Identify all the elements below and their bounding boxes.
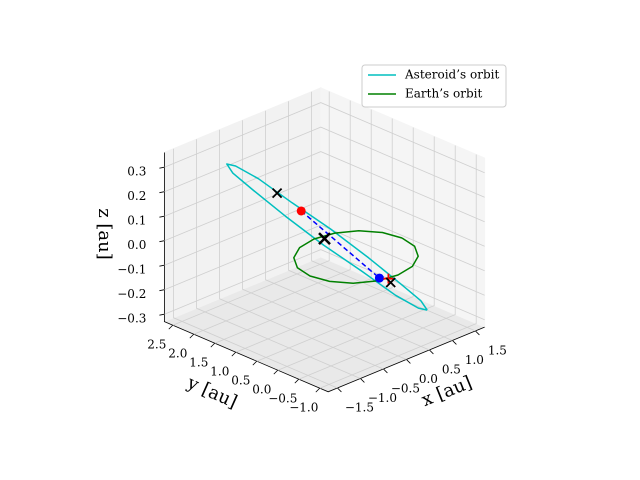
tick-mark	[159, 313, 165, 316]
y-tick-label: 1.5	[189, 356, 208, 370]
grid-line	[319, 154, 477, 389]
z-axis-label: z [au]	[94, 208, 115, 260]
y-tick-label: −0.5	[268, 392, 297, 406]
tick-mark	[452, 340, 457, 345]
orbit-line	[226, 163, 428, 311]
grid-line	[164, 249, 485, 321]
x-tick-label: 0.5	[442, 362, 461, 376]
grid-line	[235, 118, 393, 353]
grid-line	[256, 127, 414, 362]
grid-line	[298, 145, 456, 380]
z-tick-label: 0.2	[127, 189, 146, 203]
tick-mark	[252, 360, 258, 366]
y-tick-label: 0.5	[231, 374, 250, 388]
tick-mark	[189, 333, 195, 339]
orbit-line	[293, 230, 419, 284]
tick-mark	[159, 264, 165, 267]
marker-plus	[383, 273, 394, 284]
marker-cross	[271, 188, 283, 199]
grid-line	[242, 120, 407, 360]
grid-line	[265, 110, 430, 351]
grid-line	[172, 91, 330, 326]
legend-label: Asteroid’s orbit	[404, 68, 499, 82]
tick-mark	[429, 349, 434, 355]
grid-line	[277, 136, 435, 371]
x-tick-label: 0.0	[419, 372, 438, 386]
grid-line	[196, 139, 361, 379]
tick-mark	[315, 387, 321, 393]
x-tick-label: −1.0	[368, 391, 397, 405]
legend-label: Earth’s orbit	[405, 87, 482, 101]
grid-line	[164, 224, 485, 296]
y-tick-label: −1.0	[289, 401, 318, 415]
grid	[164, 91, 485, 389]
z-tick-label: −0.3	[117, 312, 146, 326]
y-tick-label: 2.5	[147, 338, 166, 352]
marker-dot	[296, 206, 306, 216]
tick-mark	[159, 240, 165, 243]
grid-line	[164, 175, 485, 247]
plot-area	[226, 163, 428, 311]
x-tick-label: 1.0	[465, 353, 484, 367]
z-tick-label: 0.0	[127, 238, 146, 252]
grid-line	[164, 200, 485, 272]
tick-mark	[360, 378, 365, 383]
grid-line	[288, 101, 453, 341]
marker-dot	[374, 273, 384, 283]
tick-mark	[337, 387, 342, 393]
y-tick-label: 1.0	[210, 365, 229, 379]
tick-mark	[159, 166, 165, 169]
tick-mark	[159, 215, 165, 218]
dashed-segment	[300, 210, 380, 279]
grid-line	[164, 126, 485, 198]
tick-mark	[210, 342, 216, 348]
tick-mark	[273, 369, 279, 375]
y-tick-label: 2.0	[168, 347, 187, 361]
tick-mark	[159, 191, 165, 194]
z-tick-label: −0.1	[117, 263, 146, 277]
z-tick-label: 0.3	[127, 165, 146, 179]
grid-line	[164, 102, 485, 174]
z-tick-label: 0.1	[127, 214, 146, 228]
x-tick-label: −0.5	[391, 381, 420, 395]
x-tick-label: 1.5	[488, 343, 507, 357]
tick-mark	[159, 289, 165, 292]
tick-mark	[475, 330, 480, 336]
grid-line	[164, 151, 485, 223]
tick-mark	[383, 368, 388, 374]
x-tick-label: −1.5	[345, 400, 374, 414]
legend-box	[361, 64, 507, 108]
marker-cross	[385, 277, 396, 288]
grid-line	[173, 148, 338, 389]
marker-bigcross	[318, 232, 331, 245]
y-tick-label: 0.0	[252, 383, 271, 397]
tick-mark	[406, 359, 411, 364]
tick-mark	[168, 324, 174, 330]
grid-line	[311, 91, 476, 332]
tick-mark	[294, 378, 300, 384]
legend: Asteroid’s orbit Earth’s orbit	[361, 64, 507, 108]
tick-mark	[231, 351, 237, 357]
tick-labels: −1.5−1.0−0.50.00.51.01.5−1.0−0.50.00.51.…	[117, 165, 507, 415]
z-tick-label: −0.2	[117, 287, 146, 301]
grid-line	[193, 100, 351, 335]
grid-line	[219, 129, 384, 370]
